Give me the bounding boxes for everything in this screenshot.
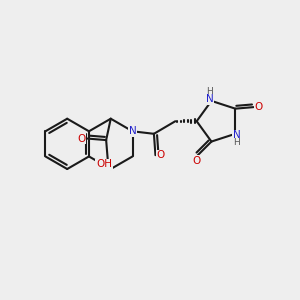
Text: O: O <box>255 102 263 112</box>
Text: N: N <box>206 94 214 104</box>
Text: H: H <box>233 139 240 148</box>
Text: H: H <box>206 87 213 96</box>
Text: O: O <box>157 150 165 160</box>
Text: N: N <box>233 130 241 140</box>
Text: O: O <box>192 156 200 166</box>
Text: OH: OH <box>96 160 112 170</box>
Text: O: O <box>78 134 86 144</box>
Text: N: N <box>129 126 136 136</box>
